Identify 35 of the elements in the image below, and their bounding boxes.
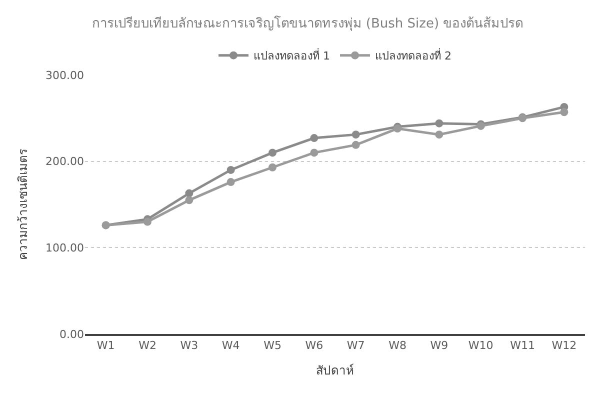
point <box>185 189 194 198</box>
x-tick-label: W1 <box>96 338 115 352</box>
point <box>310 148 318 157</box>
chart-title: การเปรียบเทียบลักษณะการเจริญโตขนาดทรงพุ่ม (Bush Size) ของต้นส้มปรด <box>92 15 524 32</box>
x-tick-label: W6 <box>305 338 324 352</box>
point <box>310 134 318 142</box>
point <box>144 218 152 226</box>
point <box>435 130 444 139</box>
x-tick-label: W12 <box>552 338 577 352</box>
point <box>268 148 276 157</box>
x-tick-label: W4 <box>222 338 240 352</box>
y-tick-label: 300.00 <box>46 68 84 82</box>
x-tick-label: W9 <box>430 338 448 352</box>
point <box>352 130 360 139</box>
x-tick-label: W8 <box>388 338 406 352</box>
point <box>352 140 360 149</box>
x-tick-label: W2 <box>138 338 156 352</box>
point <box>435 119 444 128</box>
point <box>226 166 235 174</box>
point <box>226 178 235 186</box>
x-tick-label: W5 <box>264 338 282 352</box>
y-axis-title: ความกว้างเซนติเมตร <box>16 148 30 260</box>
point <box>560 108 568 116</box>
x-tick-label: W3 <box>180 338 198 352</box>
point <box>268 163 276 172</box>
x-tick-label: W11 <box>510 338 535 352</box>
x-tick-label: W7 <box>346 338 365 352</box>
legend-label: แปลงทดลองที่ 1 <box>254 48 330 63</box>
legend-label: แปลงทดลองที่ 2 <box>375 48 452 63</box>
y-tick-label: 0.00 <box>60 328 84 341</box>
x-axis-title: สัปดาห์ <box>316 363 354 378</box>
x-tick-label: W10 <box>468 338 494 352</box>
point <box>185 196 194 204</box>
y-tick-label: 100.00 <box>46 242 84 255</box>
y-tick-label: 200.00 <box>46 155 84 168</box>
